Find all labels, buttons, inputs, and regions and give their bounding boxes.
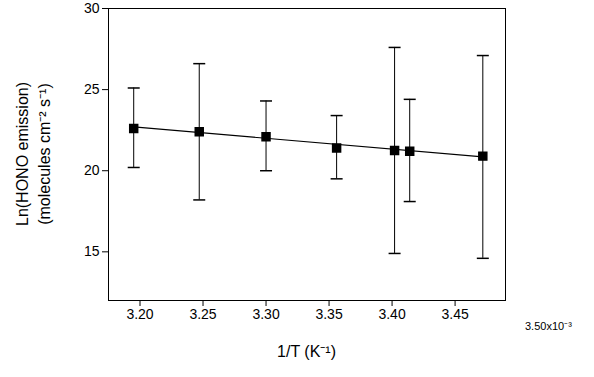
svg-text:25: 25 [84, 81, 100, 97]
svg-text:3.30: 3.30 [252, 306, 279, 322]
svg-text:3.25: 3.25 [189, 306, 216, 322]
svg-text:30: 30 [84, 0, 100, 16]
svg-text:3.35: 3.35 [315, 306, 342, 322]
svg-text:3.40: 3.40 [378, 306, 405, 322]
svg-text:1/T (K⁻¹): 1/T (K⁻¹) [277, 343, 336, 360]
svg-text:3.45: 3.45 [441, 306, 468, 322]
svg-text:3.50x10⁻³: 3.50x10⁻³ [525, 320, 572, 332]
svg-text:15: 15 [84, 243, 100, 259]
svg-text:3.20: 3.20 [126, 306, 153, 322]
svg-text:20: 20 [84, 162, 100, 178]
svg-text:(molecules cm⁻² s⁻¹): (molecules cm⁻² s⁻¹) [36, 83, 53, 225]
svg-text:Ln(HONO emission): Ln(HONO emission) [14, 82, 31, 226]
